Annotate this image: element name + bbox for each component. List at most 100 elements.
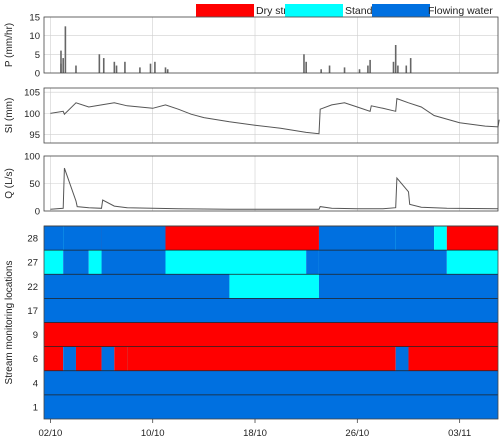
y-axis-label: SI (mm)	[4, 98, 15, 134]
status-segment	[44, 298, 498, 323]
legend-swatch	[372, 4, 430, 17]
status-segment	[318, 274, 498, 299]
precip-bar	[98, 54, 101, 73]
status-segment	[44, 250, 64, 275]
status-segment	[88, 250, 102, 275]
status-segment	[434, 226, 447, 251]
status-segment	[75, 346, 102, 371]
x-tick-label: 18/10	[243, 428, 267, 439]
status-segment	[101, 226, 166, 251]
y-tick-label: 0	[35, 69, 40, 80]
precip-bar	[394, 45, 397, 73]
plot-frame	[43, 155, 499, 212]
precip-bar	[166, 69, 169, 73]
location-label: 17	[27, 306, 38, 317]
precip-bar	[305, 61, 307, 73]
precip-bar	[358, 69, 361, 73]
precip-bar	[397, 65, 399, 73]
precip-bar	[102, 58, 105, 73]
precip-bar	[124, 61, 126, 73]
storage-panel: 95 100 105 SI (mm)	[4, 87, 500, 144]
precip-bar	[343, 67, 346, 73]
x-tick-label: 10/10	[141, 428, 165, 439]
x-axis: 02/10 10/10 18/10 26/10 03/11	[39, 419, 471, 439]
precip-bar	[62, 58, 64, 73]
precip-bar	[367, 65, 369, 73]
precip-bar	[154, 61, 156, 73]
y-axis-label: P (mm/hr)	[4, 23, 15, 67]
location-label: 27	[27, 258, 38, 269]
status-segment	[114, 346, 128, 371]
precip-bar	[60, 50, 62, 73]
plot-frame	[43, 16, 499, 74]
location-label: 22	[27, 282, 38, 293]
series-line	[50, 167, 499, 210]
status-segment	[229, 274, 319, 299]
precip-bar	[164, 67, 167, 73]
precip-bar	[113, 61, 116, 73]
status-segment	[306, 250, 319, 275]
status-segment	[318, 250, 447, 275]
y-tick-label: 10	[29, 31, 40, 42]
precip-bar	[369, 59, 371, 73]
y-tick-label: 5	[35, 50, 40, 61]
location-label: 1	[33, 402, 38, 413]
status-segment	[44, 322, 498, 347]
status-segment	[44, 370, 498, 395]
precip-bar	[409, 58, 412, 73]
status-segment	[318, 226, 396, 251]
status-segment	[63, 226, 102, 251]
location-label: 6	[33, 354, 38, 365]
precip-bar	[405, 65, 408, 73]
y-tick-label: 100	[24, 152, 40, 163]
status-segment	[446, 226, 498, 251]
legend-label: Flowing water	[428, 5, 493, 17]
location-label: 28	[27, 234, 38, 245]
y-tick-label: 100	[24, 109, 40, 120]
status-segment	[101, 250, 166, 275]
status-segment	[63, 346, 76, 371]
status-segment	[165, 250, 307, 275]
y-tick-label: 105	[24, 88, 40, 99]
precip-bar	[320, 69, 322, 73]
status-segment	[44, 226, 64, 251]
precip-bar	[75, 65, 77, 73]
precip-bar	[392, 61, 395, 73]
status-segment	[63, 250, 89, 275]
status-segment	[395, 346, 409, 371]
series-line	[50, 97, 500, 135]
x-tick-label: 26/10	[345, 428, 369, 439]
y-tick-label: 0	[35, 207, 40, 218]
location-label: 9	[33, 330, 38, 341]
status-segment	[101, 346, 115, 371]
x-tick-label: 03/11	[448, 428, 471, 439]
y-tick-label: 15	[29, 13, 40, 24]
precipitation-panel: 0 5 10 15 P (mm/hr)	[4, 13, 499, 80]
precip-bar	[139, 67, 141, 73]
status-segment	[408, 346, 498, 371]
location-label: 4	[33, 378, 38, 389]
legend-swatch	[285, 4, 343, 17]
precip-bar	[64, 26, 67, 73]
status-segment	[165, 226, 319, 251]
plot-frame	[43, 225, 499, 420]
locations-panel: 28 27 22 17 9 6 4 1 Stream monitoring locations	[4, 225, 499, 420]
precip-bar	[149, 63, 152, 73]
status-segment	[395, 226, 435, 251]
precip-bar	[115, 65, 118, 73]
y-axis-label: Stream monitoring locations	[4, 261, 15, 385]
status-segment	[446, 250, 498, 275]
plot-frame	[43, 87, 499, 144]
status-segment	[44, 346, 64, 371]
legend-swatch	[196, 4, 254, 17]
y-tick-label: 50	[29, 179, 40, 190]
y-tick-label: 95	[29, 130, 40, 141]
status-segment	[127, 346, 396, 371]
legend: Dry streambedStanding waterFlowing water	[196, 4, 493, 17]
y-axis-label: Q (L/s)	[4, 168, 15, 199]
precip-bar	[303, 54, 305, 73]
x-tick-label: 02/10	[39, 428, 63, 439]
precip-bar	[328, 65, 331, 73]
status-segment	[44, 274, 230, 299]
